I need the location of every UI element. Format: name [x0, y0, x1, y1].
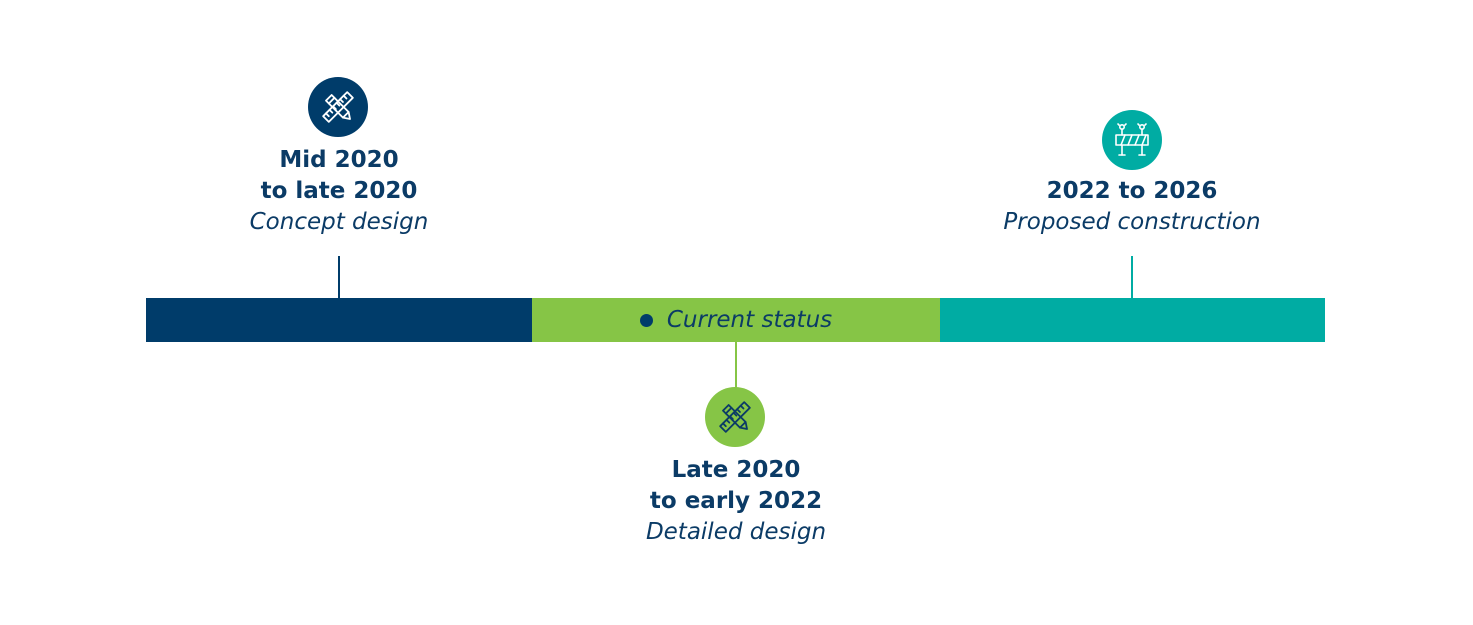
milestone-date: Mid 2020 [279, 147, 399, 173]
current-status-marker: Current status [532, 298, 940, 342]
milestone-phase: Concept design [249, 209, 429, 235]
design-tools-icon [705, 387, 765, 447]
connector-detailed [735, 342, 737, 388]
milestone-concept-design: Mid 2020 to late 2020 Concept design [159, 145, 519, 238]
milestone-date: to late 2020 [260, 178, 418, 204]
milestone-phase: Proposed construction [1003, 209, 1261, 235]
connector-construction [1131, 256, 1133, 298]
status-dot-icon [639, 313, 653, 327]
design-tools-icon [308, 77, 368, 137]
milestone-date: 2022 to 2026 [1046, 178, 1218, 204]
road-barrier-icon [1102, 110, 1162, 170]
timeline-segment-construction [940, 298, 1325, 342]
milestone-detailed-design: Late 2020 to early 2022 Detailed design [556, 455, 916, 548]
milestone-proposed-construction: 2022 to 2026 Proposed construction [952, 176, 1312, 238]
milestone-date: Late 2020 [671, 457, 801, 483]
timeline-segment-detailed [532, 298, 940, 342]
milestone-date: to early 2022 [649, 488, 823, 514]
milestone-phase: Detailed design [645, 519, 827, 545]
connector-concept [338, 256, 340, 298]
timeline-segment-concept [146, 298, 532, 342]
current-status-label: Current status [666, 307, 833, 333]
